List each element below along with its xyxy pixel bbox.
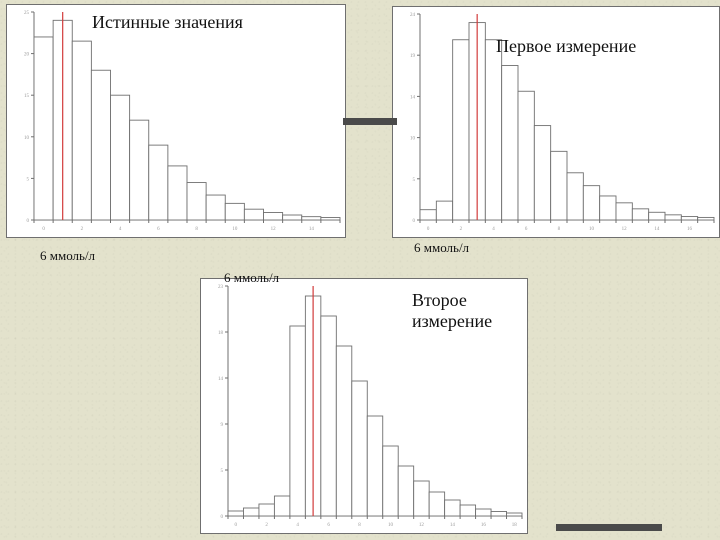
svg-text:14: 14 (654, 227, 660, 232)
svg-text:12: 12 (622, 227, 628, 232)
svg-text:16: 16 (687, 227, 693, 232)
svg-text:14: 14 (410, 95, 416, 100)
svg-text:10: 10 (388, 523, 394, 528)
svg-text:12: 12 (271, 227, 277, 232)
connector-bar (343, 118, 397, 125)
chart-true-values-xlabel: 6 ммоль/л (40, 248, 95, 264)
svg-text:16: 16 (481, 523, 487, 528)
chart-true-values: 051015202502468101214 (6, 4, 346, 238)
connector-bar (556, 524, 662, 531)
svg-text:10: 10 (232, 227, 238, 232)
svg-text:19: 19 (410, 54, 416, 59)
chart-second-measurement-title: Второеизмерение (412, 290, 492, 332)
chart-true-values-title: Истинные значения (92, 12, 243, 33)
svg-text:18: 18 (218, 331, 224, 336)
svg-text:23: 23 (218, 285, 224, 290)
svg-text:10: 10 (589, 227, 595, 232)
chart-first-measurement-title: Первое измерение (496, 36, 636, 57)
svg-text:25: 25 (24, 11, 30, 16)
svg-text:14: 14 (218, 377, 224, 382)
svg-text:14: 14 (309, 227, 315, 232)
title-line: Второе (412, 290, 467, 310)
chart-second-measurement-xlabel: 6 ммоль/л (224, 270, 279, 286)
svg-text:14: 14 (450, 523, 456, 528)
svg-text:24: 24 (410, 13, 416, 18)
title-line: измерение (412, 311, 492, 331)
svg-text:10: 10 (24, 136, 30, 141)
chart-first-measurement-xlabel: 6 ммоль/л (414, 240, 469, 256)
svg-text:20: 20 (24, 53, 30, 58)
svg-text:12: 12 (419, 523, 425, 528)
svg-text:10: 10 (410, 137, 416, 142)
svg-text:18: 18 (512, 523, 518, 528)
svg-text:15: 15 (24, 94, 30, 99)
